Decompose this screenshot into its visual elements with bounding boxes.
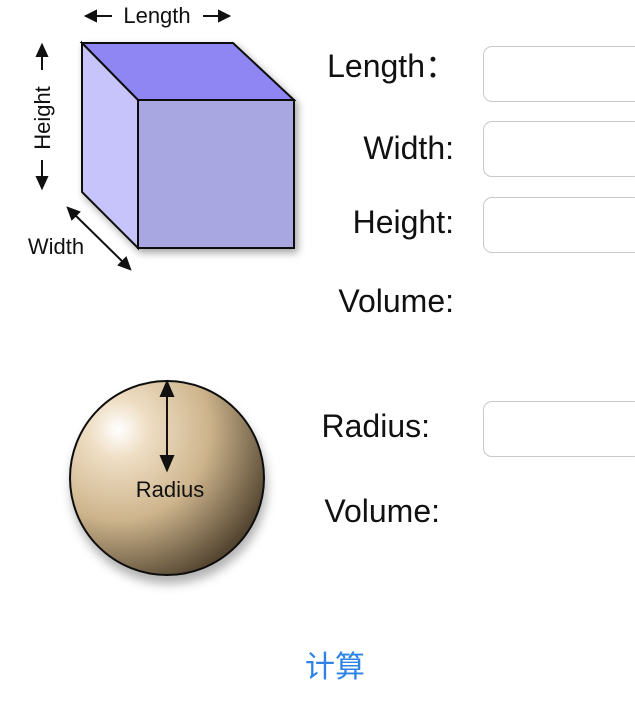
radius-input[interactable] (483, 401, 635, 457)
calculate-button[interactable]: 计算 (285, 642, 385, 686)
radius-arrow-icon (159, 379, 175, 473)
length-arrow-icon (83, 9, 232, 23)
cube-front-face (137, 99, 295, 249)
sphere-diagram: Radius (69, 379, 265, 576)
cube-diagram: Length Height Width (28, 3, 297, 271)
height-arrow-icon (35, 42, 49, 191)
height-label: Height: (352, 204, 454, 240)
width-input[interactable] (483, 121, 635, 177)
cube-length-label: Length (123, 3, 190, 28)
sphere-radius-label: Radius (136, 477, 204, 502)
cuboid-volume-label: Volume: (338, 283, 454, 319)
height-input[interactable] (483, 197, 635, 253)
width-label: Width: (363, 130, 454, 166)
length-label: Length： (327, 48, 457, 84)
width-arrow-icon (66, 206, 132, 271)
sphere-volume-label: Volume: (324, 493, 440, 529)
radius-label: Radius: (321, 408, 431, 444)
cube-width-label: Width (28, 234, 84, 259)
cube-height-label: Height (30, 86, 55, 150)
length-input[interactable] (483, 46, 635, 102)
